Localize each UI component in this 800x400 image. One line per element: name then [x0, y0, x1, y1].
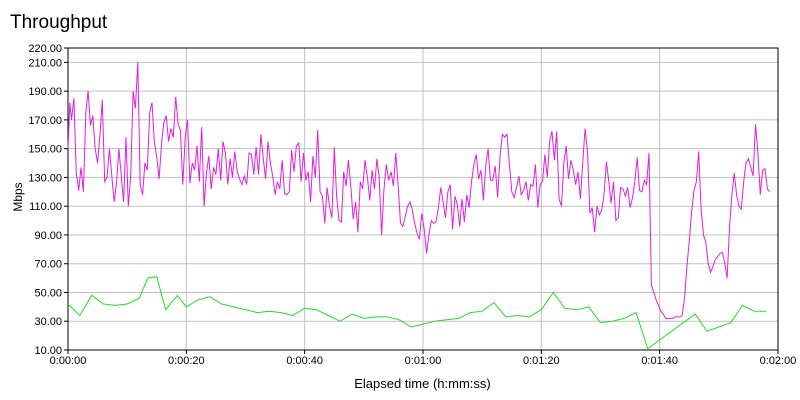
x-tick-label: 0:01:20	[523, 355, 560, 367]
x-tick-label: 0:00:20	[168, 355, 205, 367]
y-tick-label: 30.00	[34, 316, 62, 328]
x-axis-label: Elapsed time (h:mm:ss)	[354, 376, 491, 391]
series-line-2	[67, 276, 767, 350]
y-tick-label: 10.00	[34, 345, 62, 357]
grid	[67, 47, 779, 351]
axis-ticks: 10.00 30.00 50.00 70.00 90.00 110.00 130.00 150…	[28, 43, 796, 367]
y-tick-label: 90.00	[34, 230, 62, 242]
x-tick-label: 0:00:40	[286, 355, 323, 367]
y-tick-label: 50.00	[34, 287, 62, 299]
y-tick-label: 150.00	[28, 144, 62, 156]
y-tick-label: 210.00	[28, 57, 62, 69]
y-tick-label: 170.00	[28, 115, 62, 127]
series-layer	[67, 62, 771, 350]
x-tick-label: 0:01:00	[405, 355, 442, 367]
y-tick-label: 130.00	[28, 172, 62, 184]
y-tick-label: 190.00	[28, 86, 62, 98]
x-tick-label: 0:02:00	[760, 355, 797, 367]
y-tick-label: 220.00	[28, 43, 62, 55]
y-tick-label: 110.00	[29, 201, 62, 213]
chart-title: Throughput	[10, 12, 108, 33]
x-tick-label: 0:00:00	[50, 355, 87, 367]
x-tick-label: 0:01:40	[641, 355, 678, 367]
y-tick-label: 70.00	[34, 259, 62, 271]
series-line-1	[67, 62, 771, 319]
